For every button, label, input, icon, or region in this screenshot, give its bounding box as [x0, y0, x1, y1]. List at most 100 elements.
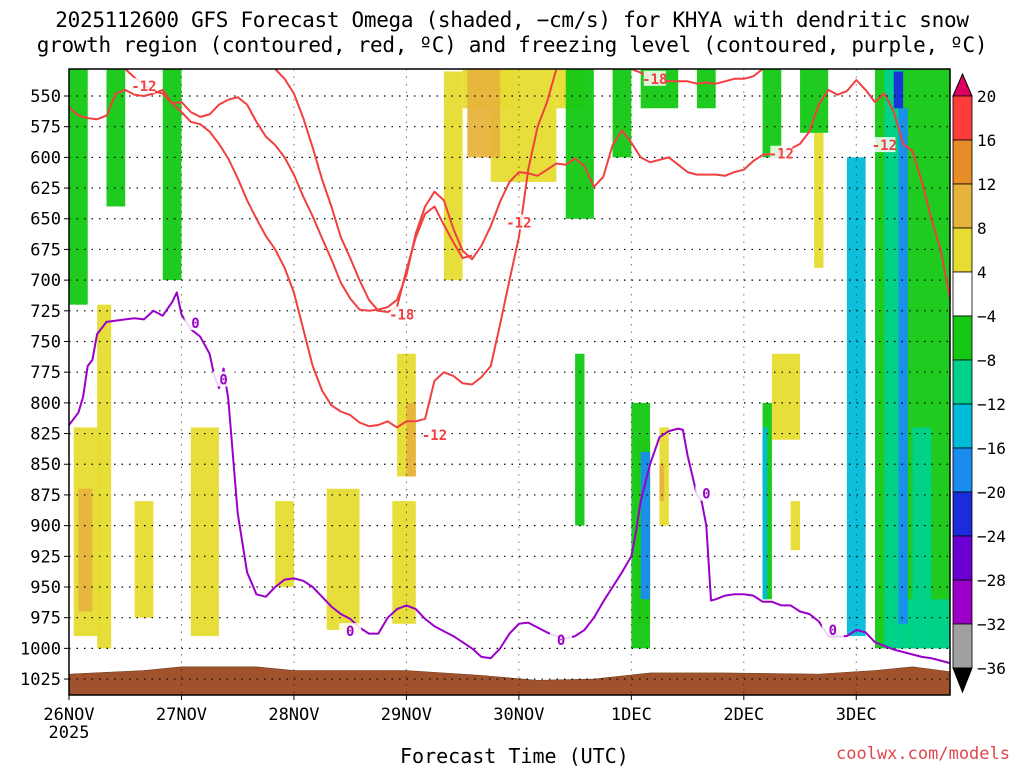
colorbar-tick-label: −28: [977, 571, 1006, 590]
x-tick-label: 1DEC: [611, 705, 652, 725]
omega-shade-cell: [392, 501, 416, 624]
x-tick-label: 2DEC: [723, 705, 764, 725]
y-tick-label: 600: [30, 148, 61, 168]
contour-label-layer: -12 -18 -12 -12 -18 -12 -12 0 0 0 0 0 0: [131, 70, 897, 649]
colorbar-swatch: [952, 623, 973, 669]
contour-label: -12: [506, 215, 531, 231]
contour-label: 0: [219, 373, 227, 389]
omega-shade-cell: [326, 488, 360, 630]
colorbar-tick-label: −24: [977, 527, 1006, 546]
y-tick-label: 1000: [20, 639, 61, 659]
colorbar-tick-label: 16: [977, 131, 996, 150]
contour-label-bg: [339, 623, 362, 639]
omega-shade-cell: [659, 464, 665, 502]
contour-label: 0: [702, 487, 710, 503]
omega-shade-cell: [762, 69, 782, 158]
colorbar-tick-label: 20: [977, 87, 996, 106]
omega-shade-cell: [790, 501, 801, 551]
colorbar-tick-label: −12: [977, 395, 1006, 414]
colorbar-swatch: [952, 183, 973, 229]
omega-shade-cell: [78, 488, 93, 612]
omega-shade-cell: [800, 69, 829, 133]
x-tick-label: 26NOV: [43, 705, 94, 725]
contour-label-bg: [873, 137, 896, 153]
colorbar-swatch: [952, 359, 973, 405]
contour-label-bg: [132, 78, 155, 94]
omega-shade-cell: [275, 501, 294, 587]
title-line-2: growth region (contoured, red, ºC) and f…: [36, 33, 988, 57]
omega-shade-cell: [640, 451, 651, 600]
omega-shade-cell: [898, 108, 908, 624]
y-tick-label: 975: [30, 609, 61, 629]
omega-shade-cell: [69, 69, 88, 305]
contour-line: [68, 291, 951, 665]
omega-shade-cell: [814, 132, 824, 268]
contour-label-bg: [390, 306, 413, 322]
x-axis-title: Forecast Time (UTC): [400, 744, 629, 768]
colorbar-swatch: [952, 315, 973, 361]
omega-shade-cell: [565, 69, 594, 219]
contour-label-bg: [212, 371, 235, 387]
contour-label-bg: [695, 485, 718, 501]
contour-label: -12: [872, 138, 897, 154]
y-tick-label: 575: [30, 118, 61, 138]
colorbar-swatch: [952, 535, 973, 581]
contour-label-bg: [821, 621, 844, 637]
contour-label: -18: [389, 307, 414, 323]
colorbar-swatch: [952, 491, 973, 537]
omega-shade-cell: [893, 71, 904, 109]
credit-link[interactable]: coolwx.com/models: [836, 744, 1010, 764]
y-tick-label: 650: [30, 210, 61, 230]
colorbar-swatch: [952, 403, 973, 449]
omega-shade-cell: [134, 501, 154, 618]
y-tick-label: 900: [30, 517, 61, 537]
omega-shade-cell: [106, 69, 126, 207]
y-tick-label: 950: [30, 578, 61, 598]
omega-shade-cell: [406, 402, 416, 477]
terrain-ground: [68, 666, 951, 696]
colorbar-tick-label: −8: [977, 351, 996, 370]
contour-line: [124, 68, 558, 429]
contour-label-bg: [550, 631, 573, 647]
contour-label-bg: [770, 145, 793, 161]
colorbar-tick-label: 12: [977, 175, 996, 194]
plot-frame: [68, 68, 951, 696]
colorbar-tick-label: −20: [977, 483, 1006, 502]
colorbar-tick-label: −4: [977, 307, 996, 326]
y-tick-label: 700: [30, 271, 61, 291]
contour-line: [274, 68, 473, 313]
omega-shading-layer: [69, 69, 950, 649]
colorbar-swatch: [952, 227, 973, 273]
x-tick-sublabel: 2025: [49, 723, 90, 743]
colorbar-tick-label: −16: [977, 439, 1006, 458]
omega-shade-cell: [771, 353, 801, 440]
contour-label: -18: [642, 72, 667, 88]
omega-shade-cell: [190, 427, 219, 637]
y-tick-label: 675: [30, 240, 61, 260]
contour-label: -12: [769, 147, 794, 163]
contour-label-bg: [507, 214, 530, 230]
y-tick-label: 1025: [20, 670, 61, 690]
contour-label-bg: [184, 315, 207, 331]
colorbar-top-arrow: [952, 72, 973, 97]
omega-shade-cell: [575, 353, 585, 526]
colorbar-swatch: [952, 95, 973, 141]
colorbar: 20 16 12 8 4 −4 −8 −12 −16 −20 −24 −28 −32 −36: [952, 72, 1006, 694]
y-tick-label: 775: [30, 363, 61, 383]
omega-shade-cell: [490, 69, 557, 182]
x-tick-label: 30NOV: [493, 705, 544, 725]
omega-shade-cell: [912, 427, 932, 649]
contour-label: 0: [557, 633, 565, 649]
x-tick-label: 29NOV: [381, 705, 432, 725]
omega-shade-cell: [162, 69, 182, 281]
y-tick-label: 750: [30, 332, 61, 352]
colorbar-swatch: [952, 579, 973, 625]
omega-shade-cell: [467, 69, 501, 158]
contour-label: -12: [422, 428, 447, 444]
colorbar-swatch: [952, 271, 973, 317]
contour-label: 0: [829, 623, 837, 639]
axis-layer: 550 575 600 625 650 675 700 725 750 775 800 825 850 8…: [20, 87, 877, 743]
colorbar-tick-label: 4: [977, 263, 987, 282]
x-tick-label: 3DEC: [836, 705, 877, 725]
